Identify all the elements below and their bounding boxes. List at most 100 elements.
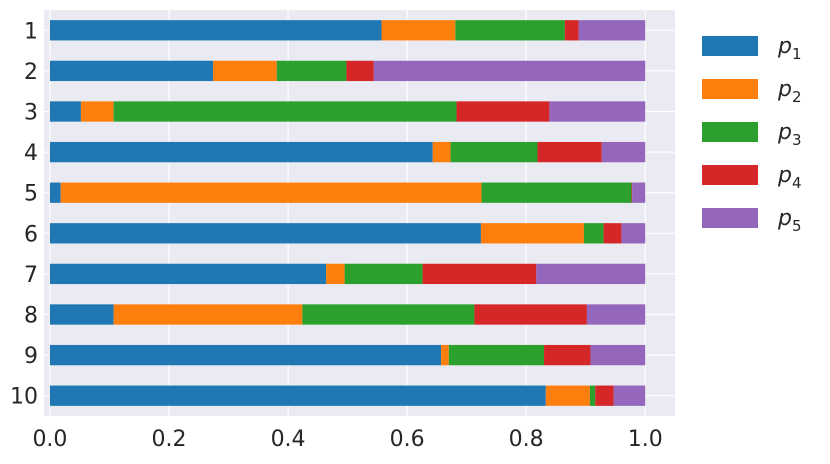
x-tick-label: 0.4 [271,427,306,452]
bar-segment-row8-p1 [49,304,114,325]
bar-segment-row2-p4 [346,60,374,82]
bar-segment-row1-p4 [564,20,579,41]
bar-segment-row8-p4 [474,304,587,325]
y-tick-labels: 1 2 3 4 5 6 7 8 9 10 [10,19,38,409]
y-tick-label: 2 [24,60,38,85]
bar-segment-row6-p2 [480,223,584,244]
y-tick-label: 4 [24,141,38,166]
x-tick-labels: 0.0 0.2 0.4 0.6 0.8 1.0 [32,427,662,452]
legend-swatch [702,165,758,185]
bar-row-9 [49,344,646,366]
y-tick-label: 9 [24,344,38,369]
bar-segment-row5-p1 [49,182,61,203]
bar-segment-row5-p5 [632,182,646,203]
y-tick-label: 3 [24,101,38,126]
x-tick-label: 0.8 [509,427,544,452]
legend-label: p4 [777,163,802,192]
bar-segment-row10-p2 [545,385,590,406]
bar-segment-row6-p3 [583,223,604,244]
bar-row-8 [49,304,646,325]
bar-segment-row9-p5 [590,344,646,366]
legend: p1 p2 p3 p4 p5 [702,34,802,235]
bar-segment-row10-p3 [589,385,596,406]
bar-segment-row2-p1 [49,60,214,82]
legend-label-subscript: 2 [792,88,802,106]
bar-row-5 [49,182,646,203]
bar-segment-row8-p2 [113,304,303,325]
legend-label: p2 [777,77,802,106]
bar-segment-row1-p1 [49,20,382,41]
legend-swatch [702,36,758,56]
bar-row-6 [49,223,646,244]
bar-segment-row4-p3 [450,141,538,163]
bar-segment-row3-p3 [113,101,457,122]
legend-item-p2: p2 [702,77,802,106]
legend-item-p1: p1 [702,34,802,63]
legend-label-subscript: 1 [792,45,802,63]
bar-segment-row3-p2 [80,101,114,122]
x-tick-label: 0.6 [390,427,425,452]
y-tick-label: 7 [24,263,38,288]
legend-label: p3 [777,120,802,149]
x-tick-label: 1.0 [628,427,663,452]
bars-group [49,20,646,406]
bar-segment-row2-p5 [373,60,646,82]
x-tick-label: 0.0 [32,427,67,452]
bar-segment-row1-p2 [381,20,456,41]
bar-row-3 [49,101,646,122]
bar-segment-row6-p5 [621,223,646,244]
legend-swatch [702,208,758,228]
legend-swatch [702,122,758,142]
bar-segment-row4-p4 [537,141,602,163]
legend-item-p5: p5 [702,206,802,235]
bar-segment-row8-p5 [586,304,646,325]
bar-segment-row5-p4 [631,182,633,203]
bar-segment-row2-p2 [213,60,277,82]
bar-segment-row9-p3 [448,344,545,366]
bar-segment-row4-p5 [601,141,646,163]
legend-label-subscript: 4 [792,174,802,192]
bar-segment-row4-p2 [432,141,451,163]
bar-segment-row7-p1 [49,263,327,285]
bar-segment-row5-p2 [60,182,482,203]
bar-segment-row7-p2 [326,263,345,285]
bar-segment-row10-p5 [613,385,646,406]
y-tick-label: 5 [24,182,38,207]
bar-segment-row10-p1 [49,385,546,406]
bar-segment-row7-p5 [536,263,646,285]
bar-segment-row4-p1 [49,141,433,163]
bar-segment-row9-p4 [544,344,591,366]
legend-item-p4: p4 [702,163,802,192]
x-tick-label: 0.2 [152,427,187,452]
y-tick-label: 1 [24,19,38,44]
bar-row-1 [49,20,646,41]
bar-row-2 [49,60,646,82]
legend-swatch [702,79,758,99]
y-tick-label: 6 [24,222,38,247]
bar-segment-row7-p3 [344,263,423,285]
bar-segment-row3-p1 [49,101,81,122]
bar-segment-row5-p3 [481,182,632,203]
legend-item-p3: p3 [702,120,802,149]
bar-segment-row3-p5 [549,101,646,122]
y-tick-label: 10 [10,385,38,410]
legend-label-subscript: 3 [792,131,802,149]
bar-segment-row10-p4 [595,385,614,406]
bar-segment-row6-p1 [49,223,481,244]
bar-row-10 [49,385,646,406]
bar-segment-row6-p4 [603,223,622,244]
legend-label-subscript: 5 [792,217,802,235]
bar-segment-row9-p1 [49,344,442,366]
legend-label: p5 [777,206,802,235]
bar-segment-row2-p3 [276,60,347,82]
bar-segment-row1-p3 [455,20,565,41]
bar-segment-row8-p3 [302,304,475,325]
bar-segment-row1-p5 [578,20,646,41]
bar-segment-row3-p4 [456,101,550,122]
bar-segment-row7-p4 [422,263,537,285]
y-tick-label: 8 [24,304,38,329]
bar-segment-row9-p2 [441,344,449,366]
bar-row-7 [49,263,646,285]
legend-label: p1 [777,34,802,63]
